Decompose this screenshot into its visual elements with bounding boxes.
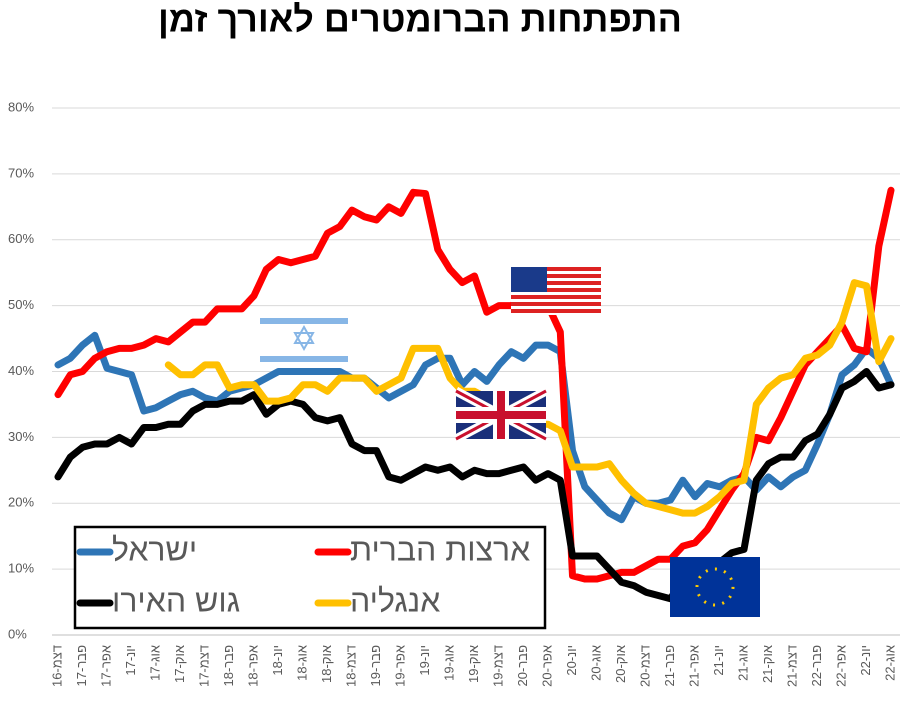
legend-box xyxy=(73,525,547,630)
flag-israel xyxy=(260,314,348,366)
x-tick-label: אוק-20 xyxy=(613,645,628,683)
x-tick-label: אוק-18 xyxy=(319,645,334,683)
x-tick-label: דצמ-16 xyxy=(49,645,64,687)
flags xyxy=(260,267,760,617)
legend-label: ישראל xyxy=(112,531,197,567)
x-tick-label: יונ-22 xyxy=(858,645,873,676)
x-tick-label: אוג-21 xyxy=(735,645,750,681)
x-tick-label: דצמ-19 xyxy=(490,645,505,687)
x-tick-label: פבר-19 xyxy=(368,645,383,687)
x-tick-label: יונ-18 xyxy=(270,645,285,676)
y-tick-label: 30% xyxy=(8,429,34,444)
x-tick-label: יונ-19 xyxy=(417,645,432,676)
x-tick-label: אוק-19 xyxy=(466,645,481,683)
x-tick-label: פבר-17 xyxy=(74,645,89,687)
y-tick-label: 80% xyxy=(8,99,34,114)
x-tick-label: אפר-19 xyxy=(392,645,407,687)
y-tick-label: 50% xyxy=(8,297,34,312)
x-tick-label: אוג-22 xyxy=(882,645,897,681)
y-tick-label: 20% xyxy=(8,495,34,510)
x-tick-label: דצמ-21 xyxy=(784,645,799,687)
x-tick-label: דצמ-18 xyxy=(343,645,358,687)
x-tick-label: אפר-21 xyxy=(686,645,701,687)
x-tick-label: אפר-17 xyxy=(98,645,113,687)
x-tick-label: יונ-21 xyxy=(711,645,726,676)
x-tick-label: אפר-18 xyxy=(245,645,260,687)
series-line xyxy=(54,368,895,603)
flag-eu xyxy=(670,557,760,617)
flag-uk xyxy=(453,387,549,443)
x-tick-label: אוק-21 xyxy=(760,645,775,683)
x-tick-label: אפר-20 xyxy=(539,645,554,687)
x-tick-label: דצמ-17 xyxy=(196,645,211,687)
x-tick-label: פבר-21 xyxy=(662,645,677,687)
x-tick-label: פבר-20 xyxy=(515,645,530,687)
y-tick-label: 70% xyxy=(8,165,34,180)
x-tick-label: יונ-20 xyxy=(564,645,579,676)
x-tick-label: אוג-20 xyxy=(588,645,603,681)
x-tick-label: פבר-18 xyxy=(221,645,236,687)
x-tick-label: אוג-18 xyxy=(294,645,309,681)
y-tick-label: 40% xyxy=(8,363,34,378)
y-tick-label: 10% xyxy=(8,561,34,576)
legend-label: גוש האירו xyxy=(112,582,240,618)
x-tick-label: יונ-17 xyxy=(123,645,138,676)
x-tick-label: אוג-19 xyxy=(441,645,456,681)
legend: ישראל ארצות הברית גוש האירו אנגליה xyxy=(73,525,547,630)
y-tick-label: 0% xyxy=(8,626,27,641)
x-tick-label: אוג-17 xyxy=(147,645,162,681)
x-tick-label: דצמ-20 xyxy=(637,645,652,687)
x-tick-label: אפר-22 xyxy=(833,645,848,687)
x-tick-label: פבר-22 xyxy=(809,645,824,687)
flag-usa xyxy=(511,267,601,315)
y-tick-label: 60% xyxy=(8,231,34,246)
chart-title: התפתחות הברומטרים לאורך זמן xyxy=(158,0,682,40)
series-line xyxy=(54,186,895,583)
legend-label: אנגליה xyxy=(350,582,440,618)
x-tick-label: אוק-17 xyxy=(172,645,187,683)
legend-label: ארצות הברית xyxy=(350,531,530,567)
